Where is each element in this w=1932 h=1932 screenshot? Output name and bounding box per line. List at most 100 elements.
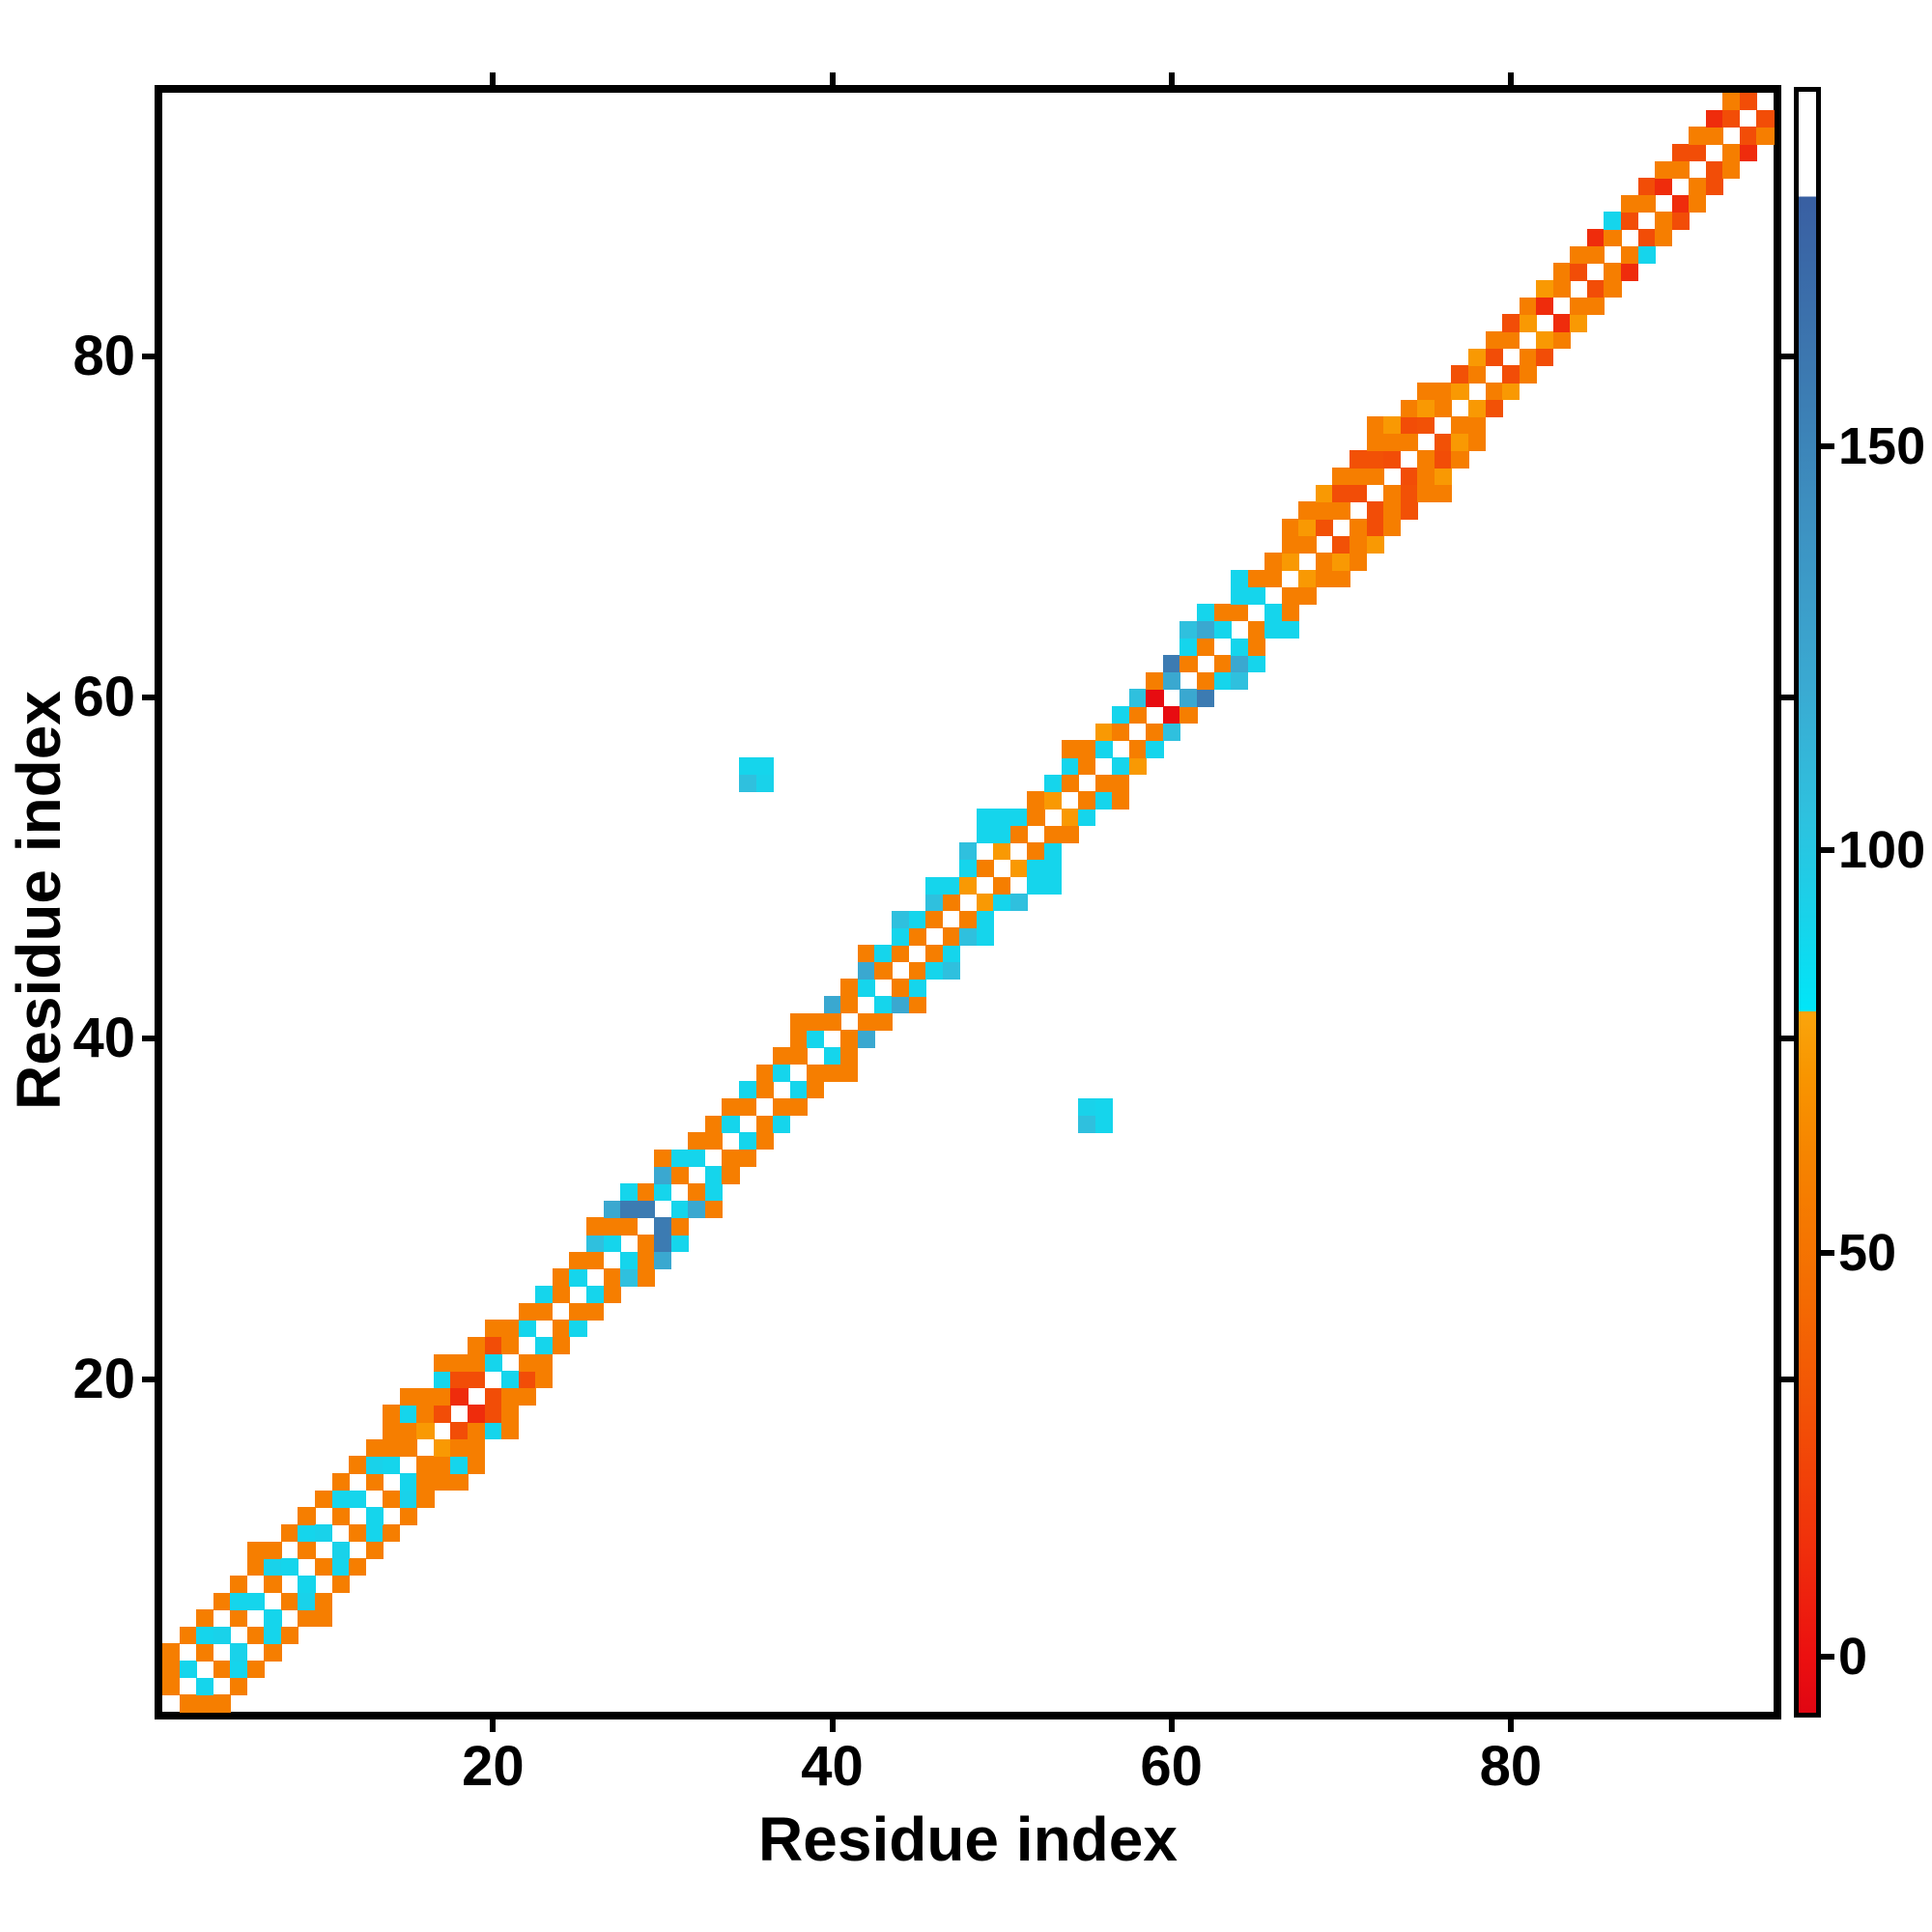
heatmap-cell [1570,297,1588,315]
heatmap-cell [1146,740,1164,758]
heatmap-cell [1044,842,1063,861]
heatmap-cell [1434,468,1452,486]
heatmap-cell [891,945,910,963]
heatmap-cell [1586,297,1605,315]
heatmap-cell [891,996,910,1014]
heatmap-cell [383,1456,401,1474]
heatmap-cell [1620,245,1639,264]
heatmap-cell [807,1081,825,1099]
heatmap-cell [925,961,944,980]
heatmap-cell [1231,638,1249,656]
heatmap-cell [1739,93,1758,111]
heatmap-cell [365,1541,384,1559]
heatmap-cell [1094,791,1113,810]
heatmap-cell [976,808,994,827]
heatmap-cell [1366,450,1384,469]
x-tick-mark [490,1719,497,1732]
heatmap-cell [1231,569,1249,588]
heatmap-cell [637,1200,655,1218]
heatmap-cell [1451,450,1469,469]
heatmap-cell [654,1251,672,1269]
heatmap-cell [501,1422,520,1440]
heatmap-cell [518,1371,536,1389]
heatmap-cell [331,1558,350,1577]
heatmap-cell [993,825,1011,843]
heatmap-cell [1552,263,1571,281]
heatmap-cell [1231,671,1249,691]
heatmap-cell [1519,314,1537,332]
heatmap-cell [1570,314,1588,332]
heatmap-cell [501,1320,520,1338]
heatmap-cell [620,1217,639,1236]
heatmap-cell [755,1064,774,1082]
y-tick-mark [142,695,155,701]
heatmap-cell [399,1422,417,1440]
heatmap-cell [976,859,994,878]
x-tick-mark-top [490,72,497,85]
heatmap-cell [1722,93,1741,111]
heatmap-cell [1197,620,1215,639]
heatmap-cell [399,1490,417,1508]
heatmap-cell [807,1064,825,1082]
heatmap-cell [1536,297,1554,315]
heatmap-cell [484,1336,502,1355]
heatmap-cell [993,808,1011,827]
heatmap-cell [162,1661,181,1679]
heatmap-cell [484,1353,502,1372]
heatmap-cell [1298,586,1317,605]
heatmap-cell [501,1336,520,1355]
heatmap-cell [1350,535,1368,554]
heatmap-cell [365,1438,384,1457]
heatmap-cell [1689,127,1707,145]
heatmap-cell [365,1456,384,1474]
heatmap-cell [450,1438,469,1457]
heatmap-cell [349,1456,367,1474]
heatmap-cell [280,1558,299,1577]
heatmap-cell [518,1302,536,1321]
heatmap-cell [468,1438,486,1457]
x-tick-label: 20 [462,1735,525,1798]
heatmap-cell [383,1523,401,1543]
heatmap-cell [1044,876,1063,895]
heatmap-cell [857,945,876,963]
heatmap-cell [468,1371,486,1389]
heatmap-cell [1552,280,1571,298]
heatmap-cell [704,1132,723,1151]
heatmap-cell [908,961,926,980]
heatmap-cell [365,1507,384,1525]
heatmap-cell [1417,450,1435,469]
heatmap-cell [1519,297,1537,315]
heatmap-cell [1705,109,1723,128]
heatmap-cell [1637,229,1656,247]
heatmap-cell [383,1422,401,1440]
heatmap-cell [993,842,1011,861]
heatmap-cell [670,1217,689,1236]
heatmap-cell [1094,1097,1113,1117]
heatmap-cell [315,1592,333,1610]
heatmap-cell [1655,160,1673,179]
heatmap-cell [1467,365,1487,384]
heatmap-cell [1552,314,1571,332]
heatmap-cell [468,1422,486,1440]
heatmap-cell [857,1012,876,1031]
heatmap-cell [331,1490,350,1508]
heatmap-cell [738,1132,757,1151]
heatmap-cell [1366,416,1384,435]
heatmap-cell [1536,348,1554,366]
heatmap-cell [246,1541,265,1559]
heatmap-cell [1179,706,1198,724]
heatmap-cell [1586,245,1605,264]
heatmap-cell [857,1030,876,1048]
heatmap-cell [1756,109,1775,128]
heatmap-cell [755,1115,774,1133]
heatmap-cell [1281,586,1299,605]
heatmap-cell [993,894,1011,912]
heatmap-cell [535,1302,554,1321]
heatmap-cell [654,1149,672,1168]
heatmap-cell [1383,484,1402,502]
heatmap-cell [942,945,960,963]
heatmap-cell [246,1558,265,1577]
heatmap-cell [196,1609,214,1628]
heatmap-cell [603,1235,621,1253]
heatmap-cell [959,910,978,929]
